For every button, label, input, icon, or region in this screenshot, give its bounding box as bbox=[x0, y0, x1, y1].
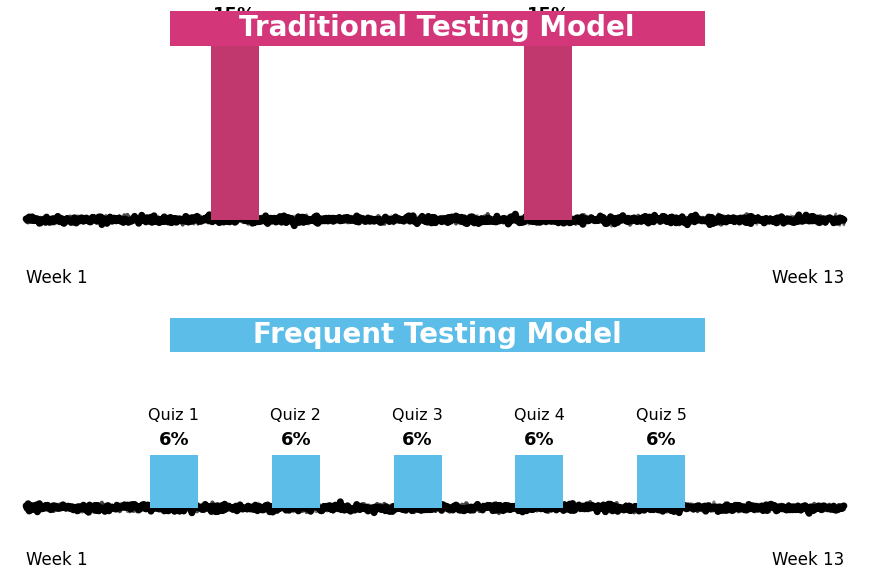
Text: Quiz 4: Quiz 4 bbox=[514, 407, 564, 423]
Bar bbox=[211, 31, 259, 220]
Bar bbox=[514, 455, 563, 508]
Text: 6%: 6% bbox=[158, 431, 189, 449]
Text: Week 13: Week 13 bbox=[771, 269, 843, 287]
Bar bbox=[271, 455, 319, 508]
Text: Week 1: Week 1 bbox=[26, 269, 88, 287]
Bar bbox=[150, 455, 198, 508]
Text: Quiz 1: Quiz 1 bbox=[149, 407, 199, 423]
Bar bbox=[169, 11, 704, 46]
Text: Quiz 2: Quiz 2 bbox=[270, 407, 321, 423]
Text: 6%: 6% bbox=[401, 431, 433, 449]
Bar bbox=[637, 455, 685, 508]
Text: Quiz 3: Quiz 3 bbox=[392, 407, 442, 423]
Bar bbox=[169, 318, 704, 352]
Bar bbox=[393, 455, 441, 508]
Text: 15%: 15% bbox=[213, 6, 256, 25]
Bar bbox=[523, 31, 572, 220]
Text: 6%: 6% bbox=[280, 431, 311, 449]
Text: Week 13: Week 13 bbox=[771, 551, 843, 569]
Text: 6%: 6% bbox=[523, 431, 554, 449]
Text: Traditional Testing Model: Traditional Testing Model bbox=[239, 14, 634, 42]
Text: Frequent Testing Model: Frequent Testing Model bbox=[253, 321, 620, 349]
Text: Week 1: Week 1 bbox=[26, 551, 88, 569]
Text: 15%: 15% bbox=[526, 6, 569, 25]
Text: Quiz 5: Quiz 5 bbox=[635, 407, 686, 423]
Text: 6%: 6% bbox=[645, 431, 676, 449]
